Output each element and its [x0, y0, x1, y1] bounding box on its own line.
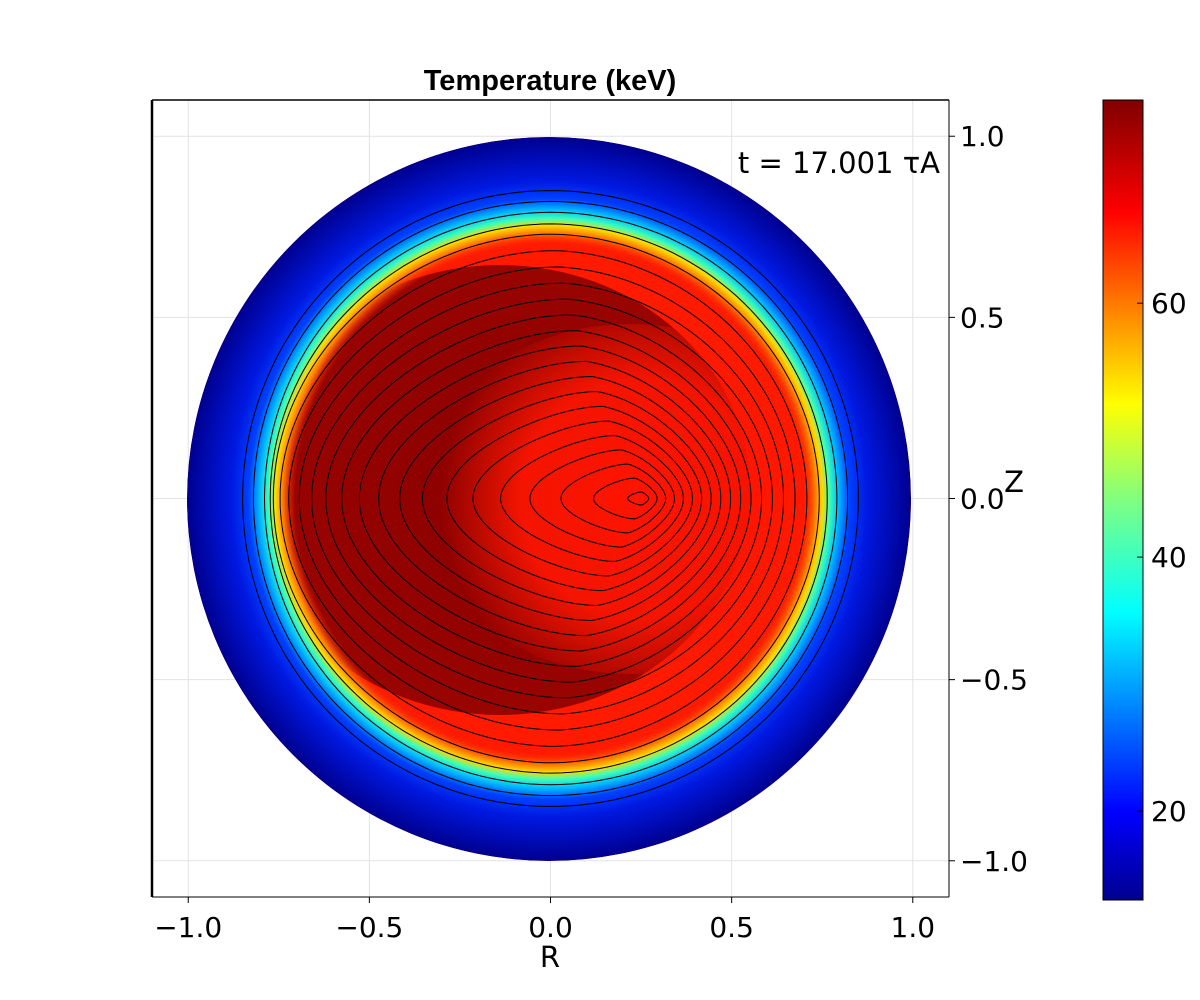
contour-lines [242, 190, 859, 807]
contour-line-1 [593, 477, 658, 520]
x-tick-label-0: −1.0 [154, 911, 222, 944]
contour-line-21 [242, 190, 859, 807]
contour-line-19 [263, 211, 838, 786]
y-tick-label-4: −1.0 [960, 845, 1028, 878]
contour-line-7 [421, 390, 712, 607]
colorbar-tick-label-2: 60 [1151, 287, 1187, 320]
colorbar-ticks: 20 40 60 [1137, 287, 1187, 828]
x-tick-label-2: 0.0 [528, 911, 573, 944]
contour-line-3 [529, 449, 675, 548]
contour-line-13 [311, 298, 773, 699]
contour-line-5 [472, 420, 693, 577]
x-tick-label-1: −0.5 [335, 911, 403, 944]
x-tick-label-4: 1.0 [891, 911, 936, 944]
contour-line-12 [325, 314, 763, 683]
x-axis-ticks: −1.0 −0.5 0.0 0.5 1.0 [154, 897, 935, 944]
colorbar-tick-label-0: 20 [1151, 795, 1187, 828]
time-annotation: t = 17.001 τA [738, 146, 940, 180]
colorbar: 20 40 60 [1102, 99, 1187, 901]
contour-line-9 [378, 360, 732, 637]
x-axis-label: R [540, 940, 560, 974]
contour-line-10 [358, 345, 742, 652]
colorbar-tick-label-1: 40 [1151, 541, 1187, 574]
contour-line-17 [272, 233, 820, 764]
contour-line-2 [560, 463, 667, 534]
colorbar-gradient [1102, 99, 1144, 901]
y-tick-label-3: −0.5 [960, 664, 1028, 697]
field-edge-gradient [187, 137, 911, 861]
contour-line-14 [298, 282, 785, 715]
contour-line-4 [500, 435, 684, 562]
chart-title: Temperature (keV) [424, 65, 677, 97]
contour-line-0 [627, 491, 650, 506]
y-axis-ticks: 1.0 0.5 0.0 −0.5 −1.0 [949, 120, 1028, 878]
contour-line-8 [399, 375, 722, 622]
x-tick-label-3: 0.5 [709, 911, 754, 944]
contour-line-18 [269, 223, 828, 774]
contour-line-6 [446, 405, 703, 592]
y-axis-label: Z [1004, 465, 1024, 499]
contour-line-15 [288, 266, 796, 731]
contour-line-20 [252, 200, 849, 797]
contour-line-11 [341, 330, 752, 667]
contour-line-16 [279, 250, 808, 747]
temperature-field [187, 137, 911, 861]
y-tick-label-0: 1.0 [960, 120, 1005, 153]
y-tick-label-1: 0.5 [960, 301, 1005, 334]
y-tick-label-2: 0.0 [960, 483, 1005, 516]
